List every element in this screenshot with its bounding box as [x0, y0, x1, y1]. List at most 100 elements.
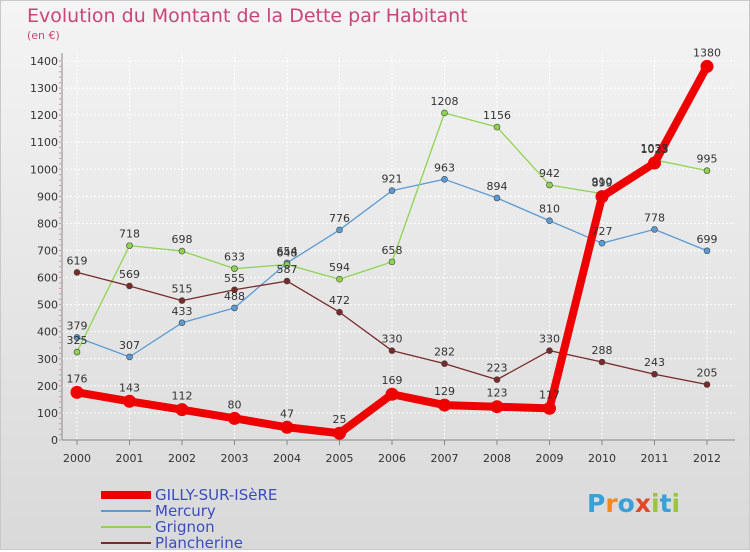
x-tick-label: 2011 — [641, 452, 669, 465]
data-label: 433 — [172, 305, 193, 318]
data-point — [228, 411, 241, 425]
data-point — [70, 385, 84, 399]
data-label: 176 — [67, 372, 88, 385]
x-tick-label: 2005 — [326, 452, 354, 465]
legend-label: Grignon — [155, 518, 215, 536]
data-label: 129 — [434, 385, 455, 398]
data-label: 555 — [224, 272, 245, 285]
y-tick-label: 1300 — [30, 82, 58, 95]
data-label: 1156 — [483, 109, 511, 122]
data-label: 698 — [172, 233, 193, 246]
data-label: 123 — [487, 387, 508, 400]
data-point — [595, 190, 609, 204]
data-point — [231, 304, 238, 312]
data-label: 330 — [539, 333, 560, 346]
legend-label: Mercury — [155, 502, 216, 520]
data-point — [388, 258, 396, 266]
data-point — [441, 360, 448, 367]
y-tick-label: 1400 — [30, 55, 58, 68]
data-point — [493, 376, 501, 383]
data-point — [126, 282, 133, 290]
y-tick-label: 800 — [37, 217, 58, 230]
x-tick-label: 2001 — [116, 452, 144, 465]
legend-swatch — [101, 491, 151, 499]
data-label: 810 — [539, 203, 560, 216]
data-point — [73, 348, 81, 356]
logo-letter: x — [634, 489, 651, 518]
proxiti-logo: Proxiti — [587, 489, 680, 518]
x-tick-label: 2000 — [63, 452, 91, 465]
data-label: 117 — [539, 388, 560, 401]
data-label: 112 — [172, 390, 193, 403]
data-point — [441, 109, 448, 117]
data-label: 727 — [592, 225, 613, 238]
data-label: 699 — [697, 233, 718, 246]
data-label: 47 — [280, 407, 294, 420]
data-label: 776 — [329, 212, 350, 225]
data-label: 619 — [67, 254, 88, 267]
data-label: 205 — [697, 367, 718, 380]
data-label: 282 — [434, 346, 455, 359]
data-label: 1023 — [641, 143, 669, 156]
data-label: 594 — [329, 261, 350, 274]
legend-item: Grignon — [101, 519, 277, 535]
x-tick-label: 2010 — [588, 452, 616, 465]
data-point — [543, 401, 556, 415]
y-tick-label: 1200 — [30, 109, 58, 122]
legend-item: GILLY-SUR-ISèRE — [101, 487, 277, 503]
data-point — [231, 286, 238, 294]
data-label: 963 — [434, 161, 455, 174]
logo-letter: i — [651, 489, 660, 518]
data-point — [73, 334, 81, 341]
data-label: 1035 — [641, 142, 669, 155]
legend-item: Mercury — [101, 503, 277, 519]
data-label: 1208 — [431, 95, 459, 108]
data-point — [438, 398, 451, 412]
data-label: 778 — [644, 211, 665, 224]
data-point — [178, 319, 186, 327]
data-point — [73, 269, 81, 276]
data-label: 325 — [67, 334, 88, 347]
data-point — [175, 403, 189, 417]
logo-letter: P — [587, 489, 606, 518]
data-label: 25 — [333, 413, 347, 426]
series-lines — [70, 59, 714, 440]
data-point — [441, 176, 448, 183]
data-point — [336, 226, 343, 234]
data-point — [126, 242, 133, 249]
data-point — [123, 394, 136, 408]
x-tick-label: 2002 — [168, 452, 196, 465]
legend-swatch — [101, 526, 151, 528]
data-point — [231, 265, 238, 272]
data-point — [178, 297, 186, 304]
data-label: 899 — [592, 177, 613, 190]
data-label: 80 — [228, 398, 242, 411]
data-label: 243 — [644, 356, 665, 369]
data-label: 288 — [592, 344, 613, 357]
grid-lines — [62, 53, 735, 441]
data-label: 910 — [592, 176, 613, 189]
x-tick-label: 2009 — [536, 452, 564, 465]
y-tick-label: 600 — [37, 272, 58, 285]
x-tick-label: 2003 — [221, 452, 249, 465]
data-label: 658 — [382, 244, 403, 257]
y-tick-label: 700 — [37, 245, 58, 258]
data-point — [598, 239, 606, 247]
x-tick-label: 2007 — [431, 452, 459, 465]
data-point — [546, 181, 553, 189]
x-tick-label: 2006 — [378, 452, 406, 465]
chart-unit-label: (en €) — [27, 29, 60, 42]
data-label: 921 — [382, 173, 403, 186]
y-tick-label: 0 — [51, 434, 58, 447]
x-tick-label: 2012 — [693, 452, 721, 465]
x-tick-label: 2008 — [483, 452, 511, 465]
data-point — [280, 420, 294, 434]
y-tick-label: 300 — [37, 353, 58, 366]
data-point — [493, 123, 501, 131]
legend-label: GILLY-SUR-ISèRE — [155, 486, 278, 504]
data-point — [336, 308, 343, 316]
data-point — [126, 353, 133, 361]
data-point — [648, 156, 661, 170]
data-point — [388, 347, 396, 354]
